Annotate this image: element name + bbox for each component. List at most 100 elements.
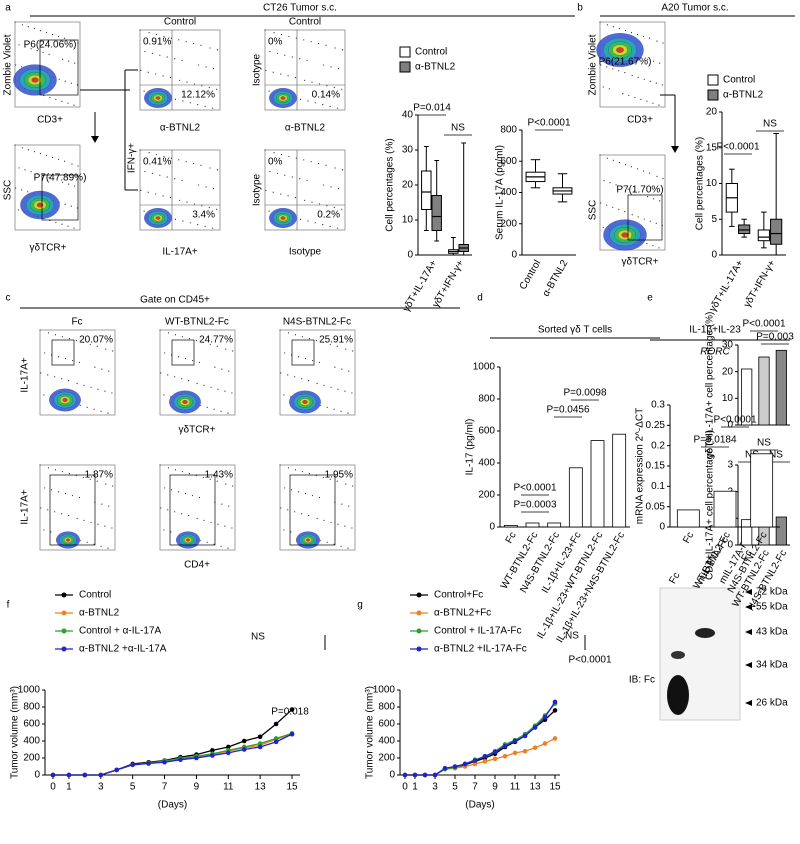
- point: [442, 765, 448, 771]
- gate-value: 20.07%: [79, 335, 113, 346]
- x-axis-label: (Days): [465, 800, 494, 811]
- flow-dot: [301, 471, 304, 473]
- legend-marker: [416, 646, 422, 652]
- y-axis-label: Tumor volume (mm³): [10, 686, 21, 779]
- annotation: P=0.014: [413, 103, 451, 114]
- arrow-head: [671, 146, 679, 153]
- axis-label: CD3+: [37, 115, 63, 126]
- y-tick-label: 1000: [18, 685, 41, 696]
- flow-dot: [347, 412, 349, 414]
- flow-dot: [181, 59, 183, 62]
- flow-dot: [170, 157, 172, 159]
- flow-dot: [147, 71, 149, 73]
- flow-dot: [64, 203, 66, 205]
- y-tick-label: 0: [407, 250, 413, 261]
- marker-label: 72 kDa: [756, 587, 788, 598]
- bar: [758, 356, 770, 426]
- point: [194, 755, 199, 761]
- bar: [741, 519, 753, 546]
- flow-contour: [306, 538, 310, 542]
- flow-dot: [155, 33, 158, 36]
- annotation: NS: [251, 632, 265, 643]
- legend-label: α-BTNL2 +α-IL-17A: [79, 644, 167, 655]
- flow-dot: [336, 480, 338, 482]
- axis-label: Isotype: [252, 53, 263, 86]
- flow-dot: [44, 487, 46, 489]
- x-tick-label: 0: [50, 782, 56, 793]
- axis-label: Zombie Violet: [3, 34, 14, 95]
- flow-dot: [315, 339, 317, 342]
- marker-label: 26 kDa: [756, 698, 788, 709]
- y-tick-label: 3: [727, 460, 733, 471]
- flow-dot: [208, 206, 210, 209]
- flow-dot: [27, 149, 30, 151]
- blot-band: [695, 628, 715, 638]
- flow-dot: [323, 384, 325, 386]
- flow-dot: [280, 73, 282, 75]
- flow-dot: [203, 384, 205, 386]
- y-tick-label: 0.25: [646, 420, 666, 431]
- flow-dot: [348, 505, 350, 507]
- x-tick-label: 5: [452, 782, 458, 793]
- flow-dot: [265, 189, 267, 192]
- y-tick-label: 800: [478, 394, 495, 405]
- x-tick-label: Fc: [504, 530, 519, 545]
- legend-marker: [416, 628, 422, 634]
- axis-label: α-BTNL2: [285, 123, 326, 134]
- y-tick-label: 0: [727, 420, 733, 431]
- flow-dot: [42, 51, 44, 54]
- quadrant-value: 0.91%: [143, 37, 171, 48]
- annotation: P=0.018: [271, 707, 309, 718]
- flow-dot: [209, 47, 211, 49]
- y-tick-label: 600: [378, 719, 395, 730]
- flow-dot: [210, 521, 212, 523]
- panel-title: Sorted γδ T cells: [538, 325, 612, 336]
- flow-dot: [40, 372, 42, 374]
- y-tick-label: 10: [402, 215, 414, 226]
- flow-dot: [213, 543, 215, 545]
- flow-dot: [47, 509, 49, 511]
- flow-dot: [111, 527, 113, 529]
- flow-dot: [628, 94, 630, 97]
- flow-dot: [333, 408, 335, 410]
- annotation: P<0.0001: [513, 483, 557, 494]
- flow-dot: [74, 185, 76, 187]
- flow-dot: [204, 105, 206, 108]
- flow-dot: [159, 329, 161, 331]
- flow-dot: [70, 82, 72, 84]
- flow-dot: [301, 378, 303, 380]
- flow-dot: [314, 102, 316, 104]
- point: [289, 707, 295, 712]
- flow-dot: [211, 107, 214, 109]
- flow-dot: [24, 46, 26, 48]
- x-tick-label: 7: [162, 782, 168, 793]
- flow-dot: [182, 220, 184, 222]
- point: [512, 750, 518, 756]
- point: [412, 772, 418, 778]
- flow-dot: [337, 68, 340, 70]
- point: [522, 733, 528, 739]
- marker-arrow: [745, 662, 752, 668]
- flow-dot: [174, 218, 177, 220]
- legend-marker: [61, 592, 67, 598]
- flow-dot: [155, 73, 157, 75]
- flow-dot: [326, 406, 328, 408]
- point: [542, 741, 548, 746]
- flow-dot: [599, 154, 601, 156]
- flow-dot: [96, 345, 98, 347]
- flow-dot: [174, 178, 176, 180]
- flow-dot: [294, 334, 297, 336]
- flow-dot: [54, 511, 56, 513]
- flow-dot: [82, 476, 84, 479]
- flow-dot: [68, 60, 70, 62]
- flow-dot: [101, 368, 103, 370]
- flow-dot: [600, 202, 602, 204]
- flow-dot: [294, 77, 297, 79]
- flow-dot: [188, 515, 190, 517]
- flow-dot: [304, 358, 307, 360]
- flow-dot: [204, 225, 206, 228]
- flow-dot: [318, 203, 321, 205]
- y-tick-label: 400: [500, 187, 517, 198]
- x-tick-label: 1: [412, 782, 418, 793]
- flow-dot: [656, 40, 658, 42]
